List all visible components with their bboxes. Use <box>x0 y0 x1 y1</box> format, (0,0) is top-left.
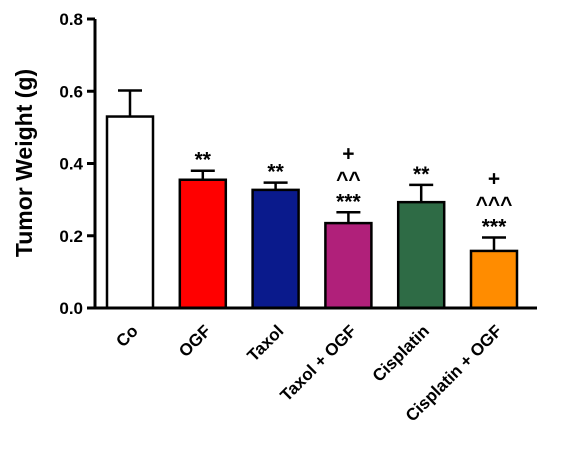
significance-marker: + <box>488 168 500 191</box>
bar <box>105 115 155 310</box>
x-category-label: Co <box>112 321 141 350</box>
significance-marker: ^^^ <box>476 194 513 217</box>
bars-group: *******^^+*****^^^+ <box>105 89 519 310</box>
significance-marker: *** <box>482 216 507 239</box>
y-tick-label: 0.2 <box>59 227 83 246</box>
x-category-label: Cisplatin <box>369 321 433 385</box>
y-axis-title: Tumor Weight (g) <box>11 69 37 257</box>
significance-marker: ** <box>413 163 430 186</box>
x-category-label: Taxol <box>243 321 287 365</box>
bar <box>324 221 373 310</box>
y-axis: 0.0 0.2 0.4 0.6 0.8 <box>59 10 97 318</box>
bar <box>251 188 300 310</box>
y-tick-label: 0.0 <box>59 299 83 318</box>
significance-marker: *** <box>336 190 361 213</box>
bar <box>396 200 446 310</box>
y-tick-label: 0.4 <box>59 155 83 174</box>
x-category-label: OGF <box>175 321 214 360</box>
y-tick-label: 0.8 <box>59 10 83 29</box>
significance-marker: ** <box>267 161 284 184</box>
y-tick-label: 0.6 <box>59 82 83 101</box>
significance-marker: ^^ <box>336 168 361 191</box>
significance-marker: ** <box>195 149 212 172</box>
significance-marker: + <box>342 142 354 165</box>
bar <box>178 178 228 310</box>
x-category-label: Taxol + OGF <box>277 321 361 405</box>
bar <box>469 249 519 310</box>
